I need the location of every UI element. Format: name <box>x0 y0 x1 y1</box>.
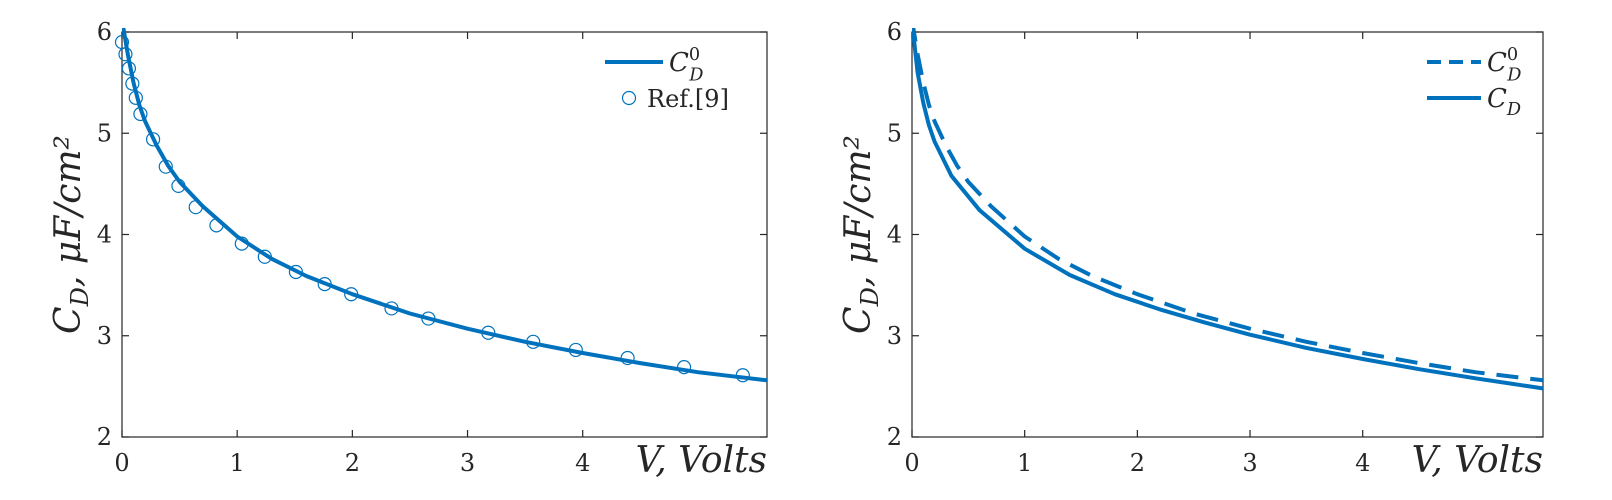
data-point <box>133 106 148 122</box>
data-point <box>676 360 692 375</box>
y-tick-label: 4 <box>97 221 112 249</box>
data-point <box>128 90 143 105</box>
x-tick-label: 4 <box>575 449 590 477</box>
x-tick-label: 4 <box>1355 449 1370 477</box>
y-tick-label: 2 <box>887 423 902 451</box>
data-point <box>481 325 496 340</box>
data-point <box>384 301 399 316</box>
data-point <box>158 159 173 174</box>
data-point <box>735 368 750 383</box>
chart-panel-2: 0 1 2 3 4 2 3 4 5 6 V, Volts CD, μF/cm² C0 DCD <box>838 18 1544 481</box>
data-point <box>209 218 224 233</box>
data-point <box>234 236 249 251</box>
legend-label: C0 D <box>1487 45 1521 85</box>
x-tick-label: 2 <box>1130 449 1145 477</box>
legend-label: CD <box>1487 84 1521 120</box>
data-point <box>188 200 203 215</box>
x-tick-label: 0 <box>114 449 129 477</box>
data-point <box>620 350 635 366</box>
series-line-1 <box>912 28 1543 383</box>
x-axis-label: V, Volts <box>1412 440 1543 481</box>
x-tick-label: 3 <box>460 449 475 477</box>
y-axis-label: CD, μF/cm² <box>48 135 94 334</box>
data-point <box>288 264 304 280</box>
data-point <box>257 249 272 264</box>
y-tick-label: 2 <box>97 423 112 451</box>
data-point <box>344 287 359 302</box>
data-point <box>125 76 140 91</box>
x-tick-label: 0 <box>904 449 919 477</box>
x-axis-label: V, Volts <box>636 440 767 481</box>
x-tick-label: 1 <box>1017 449 1032 477</box>
y-axis-label: CD, μF/cm² <box>838 135 884 334</box>
legend-marker <box>621 90 637 106</box>
data-point <box>421 311 436 326</box>
y-tick-label: 5 <box>97 119 112 147</box>
data-point <box>145 132 161 147</box>
legend-label: C0 D <box>669 45 703 85</box>
y-tick-label: 3 <box>887 322 902 350</box>
data-point <box>171 178 186 193</box>
x-tick-label: 2 <box>345 449 360 477</box>
data-point <box>118 47 133 62</box>
data-point <box>317 277 332 292</box>
y-tick-label: 6 <box>97 18 112 46</box>
data-point <box>121 61 137 76</box>
y-tick-label: 6 <box>887 18 902 46</box>
legend-label: Ref.[9] <box>647 85 729 113</box>
x-tick-label: 3 <box>1242 449 1257 477</box>
data-point <box>526 334 541 349</box>
y-tick-label: 4 <box>887 221 902 249</box>
data-point <box>568 342 583 358</box>
series-line-2 <box>912 28 1543 391</box>
y-tick-label: 5 <box>887 119 902 147</box>
y-tick-label: 3 <box>97 322 112 350</box>
x-tick-label: 1 <box>230 449 245 477</box>
